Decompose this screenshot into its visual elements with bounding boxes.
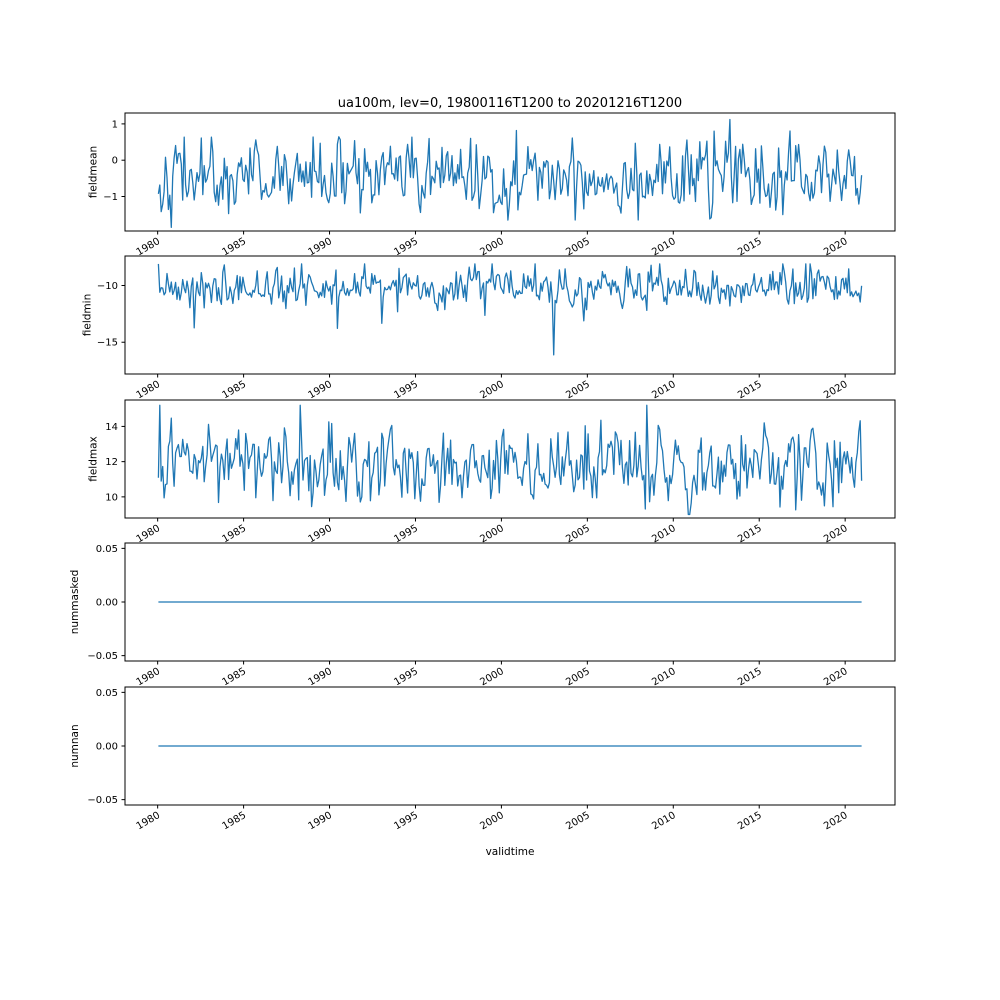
x-tick-label: 1990	[306, 666, 334, 688]
subplot-fieldmin: −10 −15 1980 1985 1990 1995 2000 2005 2010 2015 20…	[81, 255, 896, 401]
x-tick-label: 2000	[478, 666, 506, 688]
x-tick-label: 1980	[135, 236, 163, 258]
x-tick-label: 2000	[478, 379, 506, 401]
x-tick-label: 2005	[564, 236, 592, 258]
x-tick-label: 2005	[564, 379, 592, 401]
x-tick-label: 1995	[392, 810, 420, 832]
x-tick-label: 1990	[306, 379, 334, 401]
x-tick-label: 2015	[736, 236, 764, 258]
x-tick-label: 1985	[221, 236, 249, 258]
subplot-nummasked: 0.05 0.00 −0.05 1980 1985 1990 1995 2000 2005 201…	[69, 542, 896, 688]
x-tick-label: 1995	[392, 523, 420, 545]
x-tick-label: 2005	[564, 523, 592, 545]
y-axis-label-numnan: numnan	[69, 724, 81, 767]
y-tick-label: 12	[105, 457, 118, 468]
axes-frame	[124, 399, 896, 519]
x-tick-label: 2020	[822, 523, 850, 545]
axes-frame	[124, 112, 896, 232]
y-tick-label: 0.00	[96, 742, 118, 753]
x-tick-label: 2010	[650, 810, 678, 832]
axes-background	[125, 400, 895, 518]
x-tick-label: 1990	[306, 810, 334, 832]
axes-frame	[124, 255, 896, 375]
y-tick-label: 14	[105, 422, 118, 433]
x-tick-label: 2010	[650, 666, 678, 688]
x-tick-label: 2010	[650, 523, 678, 545]
y-tick-label: 0.05	[96, 688, 118, 699]
x-tick-label: 2020	[822, 810, 850, 832]
x-tick-label: 1990	[306, 236, 334, 258]
x-tick-label: 2015	[736, 666, 764, 688]
x-tick-label: 1985	[221, 379, 249, 401]
series-line-fieldmean	[157, 118, 863, 229]
y-axis-label-fieldmin: fieldmin	[81, 294, 93, 336]
x-tick-label: 1990	[306, 523, 334, 545]
y-tick-label: 10	[105, 492, 118, 503]
x-tick-label: 1985	[221, 523, 249, 545]
x-tick-label: 1980	[135, 379, 163, 401]
y-tick-label: 0.05	[96, 544, 118, 555]
x-tick-label: 2020	[822, 379, 850, 401]
subplot-fieldmean: 1 0 −1 1980 1985 1990 1995 2000 2005 2010 2015 2020…	[88, 112, 896, 258]
x-tick-label: 2015	[736, 810, 764, 832]
x-tick-label: 2000	[478, 523, 506, 545]
x-tick-label: 1995	[392, 379, 420, 401]
x-tick-label: 1995	[392, 666, 420, 688]
figure-title: ua100m, lev=0, 19800116T1200 to 20201216…	[338, 96, 682, 111]
x-tick-label: 2015	[736, 523, 764, 545]
x-tick-label: 1985	[221, 810, 249, 832]
x-tick-label: 2010	[650, 236, 678, 258]
x-tick-label: 1980	[135, 666, 163, 688]
x-tick-label: 2005	[564, 666, 592, 688]
y-tick-label: 1	[112, 119, 118, 130]
x-tick-label: 2020	[822, 666, 850, 688]
x-tick-label: 2020	[822, 236, 850, 258]
x-tick-label: 2000	[478, 810, 506, 832]
y-tick-label: −0.05	[87, 795, 118, 806]
x-axis-label: validtime	[486, 846, 535, 858]
x-tick-label: 1985	[221, 666, 249, 688]
series-line-fieldmin	[157, 263, 863, 356]
y-tick-label: −15	[97, 338, 118, 349]
x-tick-label: 2010	[650, 379, 678, 401]
series-line-fieldmax	[157, 404, 863, 516]
x-tick-label: 2005	[564, 810, 592, 832]
y-tick-label: −0.05	[87, 651, 118, 662]
y-tick-label: 0.00	[96, 598, 118, 609]
x-tick-label: 1980	[135, 523, 163, 545]
x-tick-label: 1980	[135, 810, 163, 832]
x-tick-label: 2015	[736, 379, 764, 401]
subplot-numnan: 0.05 0.00 −0.05 1980 1985 1990 1995 2000 2005 201…	[69, 686, 896, 832]
subplot-fieldmax: 14 12 10 1980 1985 1990 1995 2000 2005 2010 2015 20…	[88, 399, 896, 545]
x-tick-label: 1995	[392, 236, 420, 258]
y-tick-label: −10	[97, 281, 118, 292]
y-axis-label-nummasked: nummasked	[69, 570, 81, 635]
x-tick-label: 2000	[478, 236, 506, 258]
y-axis-label-fieldmax: fieldmax	[88, 436, 100, 482]
y-tick-label: 0	[112, 156, 118, 167]
y-tick-label: −1	[103, 192, 118, 203]
y-axis-label-fieldmean: fieldmean	[88, 146, 100, 198]
